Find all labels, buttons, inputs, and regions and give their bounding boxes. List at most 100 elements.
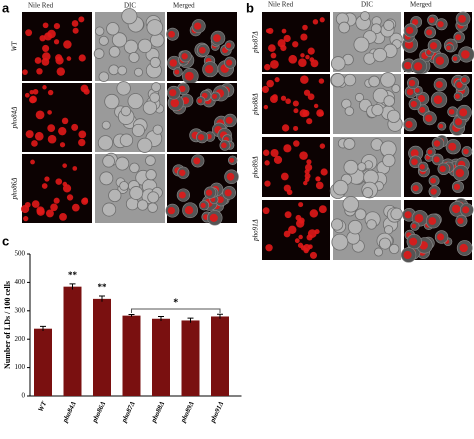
- panel-label: b: [246, 0, 254, 15]
- lipid-droplet: [29, 89, 34, 95]
- lipid-droplet: [42, 52, 51, 61]
- cell: [354, 208, 367, 221]
- x-tick-label: WT: [37, 399, 49, 413]
- lipid-droplet: [226, 59, 233, 66]
- lipid-droplet: [284, 211, 292, 219]
- cell: [383, 225, 394, 235]
- lipid-droplet: [459, 108, 468, 117]
- lipid-droplet: [430, 188, 437, 195]
- lipid-droplet: [264, 63, 271, 71]
- lipid-droplet: [226, 172, 235, 181]
- micrograph: [95, 152, 165, 223]
- lipid-droplet: [55, 178, 63, 185]
- lipid-droplet: [78, 16, 85, 23]
- lipid-droplet: [212, 93, 218, 99]
- lipid-droplet: [319, 143, 326, 149]
- lipid-droplet: [270, 52, 277, 59]
- lipid-droplet: [47, 134, 57, 144]
- micrograph: [330, 72, 403, 134]
- lipid-droplet: [433, 140, 441, 147]
- lipid-droplet: [229, 157, 235, 163]
- lipid-droplet: [307, 93, 315, 101]
- lipid-droplet: [270, 148, 279, 158]
- lipid-droplet: [221, 142, 227, 149]
- lipid-droplet: [428, 217, 437, 225]
- error-bar: [99, 295, 105, 302]
- lipid-droplet: [270, 59, 279, 69]
- lipid-droplet: [309, 251, 318, 259]
- row-label: pho86Δ: [11, 178, 19, 201]
- cell: [137, 38, 153, 54]
- lipid-droplet: [29, 96, 37, 104]
- lipid-droplet: [292, 41, 299, 48]
- lipid-droplet: [459, 243, 468, 253]
- lipid-droplet: [205, 189, 213, 196]
- lipid-droplet: [269, 95, 278, 104]
- micrograph: [165, 154, 239, 226]
- cell: [360, 11, 370, 21]
- cell: [343, 137, 356, 150]
- lipid-droplet: [225, 116, 233, 124]
- row-label: pho89Δ: [252, 156, 260, 179]
- lipid-droplet: [31, 140, 38, 147]
- lipid-droplet: [184, 206, 194, 215]
- lipid-droplet: [302, 24, 308, 31]
- lipid-droplet: [435, 56, 445, 65]
- cell: [121, 8, 138, 25]
- micrograph: [261, 74, 330, 134]
- lipid-droplet: [313, 103, 319, 109]
- lipid-droplet: [307, 229, 317, 238]
- lipid-droplet: [298, 202, 304, 208]
- lipid-droplet: [34, 57, 42, 64]
- lipid-droplet: [167, 206, 176, 215]
- lipid-droplet: [82, 197, 88, 203]
- lipid-droplet: [170, 98, 180, 108]
- cell: [128, 51, 140, 63]
- bracket: [131, 308, 221, 313]
- cell: [146, 19, 164, 36]
- cell: [368, 75, 381, 88]
- cell: [390, 207, 403, 221]
- lipid-droplet: [280, 95, 287, 101]
- error-bar: [158, 315, 164, 322]
- lipid-droplet: [461, 77, 467, 83]
- lipid-droplet: [304, 173, 311, 179]
- bar: [211, 316, 229, 396]
- lipid-droplet: [300, 75, 309, 84]
- lipid-droplet: [406, 26, 414, 35]
- lipid-droplet: [179, 169, 186, 176]
- lipid-droplet: [83, 88, 90, 95]
- lipid-droplet: [319, 17, 325, 23]
- cell: [353, 36, 370, 53]
- cell: [371, 103, 384, 117]
- lipid-droplet: [318, 205, 327, 214]
- cell: [383, 19, 395, 31]
- lipid-droplet: [455, 118, 463, 126]
- panel-label: a: [2, 0, 10, 15]
- lipid-droplet: [78, 130, 87, 139]
- lipid-droplet: [412, 18, 419, 26]
- lipid-droplet: [262, 207, 270, 215]
- lipid-droplet: [453, 183, 461, 190]
- lipid-droplet: [273, 155, 283, 164]
- lipid-droplet: [300, 245, 306, 251]
- lipid-droplet: [429, 42, 438, 50]
- lipid-droplet: [411, 223, 417, 229]
- lipid-droplet: [32, 88, 39, 95]
- lipid-droplet: [318, 78, 325, 84]
- lipid-droplet: [268, 44, 276, 52]
- cell: [380, 72, 396, 88]
- micrograph: [262, 200, 330, 260]
- x-tick-label: pho86Δ: [90, 400, 107, 424]
- lipid-droplet: [53, 197, 60, 204]
- lipid-droplet: [406, 88, 414, 96]
- cell: [147, 202, 158, 213]
- lipid-droplet: [56, 67, 65, 76]
- lipid-droplet: [280, 172, 289, 181]
- cell: [98, 71, 110, 83]
- cell: [99, 171, 114, 186]
- lipid-droplet: [44, 176, 50, 182]
- lipid-droplet: [204, 64, 214, 74]
- lipid-droplet: [281, 124, 290, 132]
- lipid-droplet: [266, 79, 274, 88]
